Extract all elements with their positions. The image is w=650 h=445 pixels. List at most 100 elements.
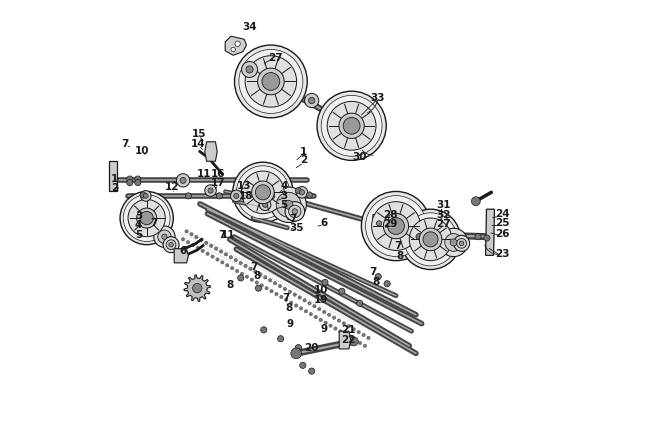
- Circle shape: [261, 327, 267, 333]
- Text: 1: 1: [300, 146, 307, 157]
- Circle shape: [136, 208, 157, 228]
- Text: 3: 3: [135, 211, 142, 221]
- Circle shape: [195, 235, 198, 239]
- Text: 32: 32: [437, 210, 451, 219]
- Polygon shape: [184, 275, 211, 301]
- Text: 4: 4: [135, 220, 142, 230]
- Circle shape: [276, 192, 301, 217]
- Circle shape: [322, 310, 326, 314]
- Circle shape: [450, 239, 457, 246]
- Circle shape: [206, 252, 209, 255]
- Text: 3: 3: [281, 191, 288, 201]
- Circle shape: [293, 293, 296, 296]
- Circle shape: [205, 241, 208, 245]
- Circle shape: [289, 205, 301, 218]
- Circle shape: [255, 185, 270, 200]
- Circle shape: [318, 307, 321, 311]
- Circle shape: [263, 202, 268, 207]
- Circle shape: [339, 288, 345, 294]
- Circle shape: [255, 281, 259, 284]
- Circle shape: [140, 211, 153, 225]
- Circle shape: [322, 279, 328, 286]
- Circle shape: [343, 117, 360, 134]
- Polygon shape: [486, 209, 495, 255]
- Text: 22: 22: [341, 335, 356, 344]
- Text: 5: 5: [281, 200, 288, 210]
- Circle shape: [190, 233, 193, 236]
- Circle shape: [140, 190, 151, 201]
- Circle shape: [158, 230, 171, 243]
- Text: 4: 4: [281, 181, 288, 191]
- Circle shape: [291, 348, 302, 359]
- Circle shape: [309, 368, 315, 374]
- Circle shape: [375, 274, 382, 280]
- Circle shape: [327, 101, 376, 150]
- Circle shape: [419, 228, 442, 251]
- Circle shape: [354, 338, 357, 342]
- Circle shape: [257, 68, 284, 95]
- Text: 23: 23: [495, 250, 510, 259]
- Text: 7: 7: [250, 262, 257, 272]
- Polygon shape: [109, 161, 118, 190]
- Circle shape: [342, 322, 346, 325]
- Circle shape: [347, 325, 350, 328]
- Circle shape: [416, 234, 422, 240]
- Text: 20: 20: [304, 343, 319, 352]
- Circle shape: [387, 218, 404, 235]
- Circle shape: [127, 179, 133, 186]
- Text: 26: 26: [495, 229, 510, 239]
- Circle shape: [305, 93, 318, 108]
- Circle shape: [484, 235, 490, 241]
- Text: 28: 28: [384, 210, 398, 219]
- Circle shape: [454, 235, 469, 251]
- Circle shape: [278, 284, 281, 288]
- Text: 25: 25: [495, 218, 510, 228]
- Circle shape: [295, 344, 302, 351]
- Text: 11: 11: [197, 169, 212, 179]
- Circle shape: [457, 239, 467, 248]
- Circle shape: [127, 176, 133, 182]
- Circle shape: [384, 214, 409, 239]
- Text: 33: 33: [370, 93, 385, 103]
- Text: 30: 30: [352, 152, 367, 162]
- Circle shape: [283, 287, 287, 291]
- Circle shape: [249, 267, 252, 271]
- Text: 18: 18: [239, 191, 254, 201]
- Circle shape: [240, 272, 244, 275]
- Circle shape: [303, 299, 306, 302]
- Circle shape: [292, 209, 298, 214]
- Circle shape: [234, 259, 237, 262]
- Circle shape: [235, 41, 240, 46]
- Circle shape: [404, 213, 457, 266]
- Circle shape: [365, 196, 426, 256]
- Text: 7: 7: [122, 138, 129, 149]
- Circle shape: [270, 289, 273, 293]
- Text: 21: 21: [341, 325, 356, 335]
- Text: 27: 27: [437, 219, 451, 229]
- Circle shape: [239, 49, 303, 113]
- Text: 7: 7: [369, 267, 376, 277]
- Circle shape: [278, 336, 284, 342]
- Circle shape: [296, 186, 307, 198]
- Circle shape: [259, 273, 262, 276]
- Text: 31: 31: [437, 200, 451, 210]
- Text: 11: 11: [221, 230, 235, 240]
- Circle shape: [120, 191, 174, 245]
- Text: 7: 7: [289, 214, 297, 224]
- Circle shape: [211, 255, 214, 258]
- Text: 15: 15: [191, 129, 206, 139]
- Text: 7: 7: [395, 241, 402, 251]
- Polygon shape: [225, 36, 246, 55]
- Circle shape: [200, 239, 203, 242]
- Circle shape: [445, 234, 463, 251]
- Text: 10: 10: [314, 285, 329, 295]
- Circle shape: [231, 267, 234, 270]
- Circle shape: [135, 179, 141, 186]
- Text: 35: 35: [289, 223, 304, 233]
- Circle shape: [219, 250, 223, 253]
- Circle shape: [314, 316, 317, 319]
- Circle shape: [235, 269, 239, 273]
- Text: 29: 29: [384, 219, 398, 229]
- Circle shape: [439, 228, 468, 257]
- Text: 5: 5: [135, 230, 142, 240]
